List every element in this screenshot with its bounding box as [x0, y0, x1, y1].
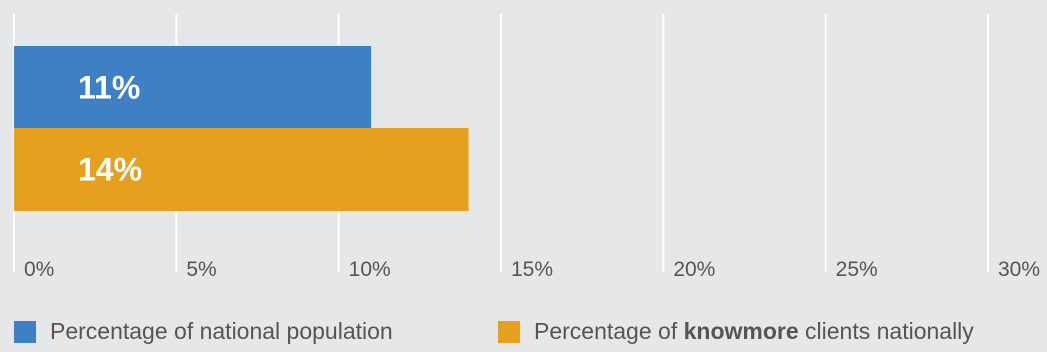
- bar-value-label-1: 14%: [78, 152, 142, 188]
- x-tick-label-5: 25%: [836, 258, 878, 281]
- legend-item-clients: Percentage of knowmore clients nationall…: [498, 318, 974, 345]
- x-tick-label-0: 0%: [24, 258, 54, 281]
- legend-label-clients-post: clients nationally: [798, 318, 974, 344]
- legend-label-population: Percentage of national population: [50, 318, 393, 344]
- legend-label-clients-pre: Percentage of: [534, 318, 684, 344]
- bar-0: [14, 46, 372, 129]
- legend-label-clients: Percentage of knowmore clients nationall…: [534, 318, 974, 345]
- x-tick-label-6: 30%: [998, 258, 1040, 281]
- legend-swatch-blue: [14, 320, 36, 343]
- legend-swatch-orange: [498, 320, 520, 343]
- legend-item-population: Percentage of national population: [14, 318, 393, 345]
- bar-chart: 0% 5% 10% 15% 20% 25% 30% 11% 14%: [13, 14, 1040, 281]
- legend: Percentage of national population Percen…: [14, 318, 1044, 348]
- x-tick-label-3: 15%: [511, 258, 553, 281]
- x-tick-label-1: 5%: [186, 258, 216, 281]
- x-tick-label-4: 20%: [673, 258, 715, 281]
- bar-value-label-0: 11%: [78, 70, 140, 106]
- bar-1: [14, 128, 469, 211]
- x-tick-label-2: 10%: [349, 258, 391, 281]
- legend-label-clients-bold: knowmore: [683, 318, 799, 344]
